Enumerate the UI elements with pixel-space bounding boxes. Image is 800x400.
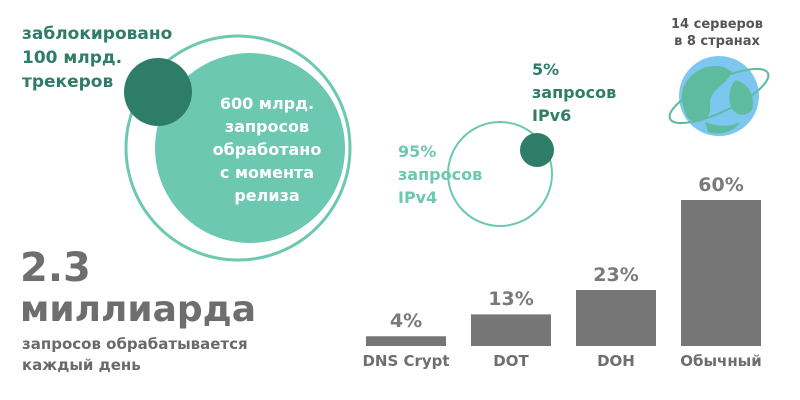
ipv6-dot (520, 133, 554, 167)
bar-4 (681, 200, 761, 346)
bar-category-label: Обычный (680, 352, 762, 370)
daily-requests-caption: запросов обрабатывается каждый день (22, 335, 248, 374)
bar-category-label: DOT (493, 352, 529, 370)
ipv4-label: 95% запросов IPv4 (398, 142, 483, 207)
bar-3 (576, 290, 656, 346)
bar-value-label: 4% (389, 310, 423, 333)
ipv4-ring (447, 121, 553, 227)
bar-1 (366, 336, 446, 346)
bar-value-label: 23% (593, 264, 639, 287)
big-circle-outline (124, 34, 352, 262)
blocked-trackers-label: заблокировано 100 млрд. трекеров (22, 24, 173, 92)
blocked-circle (124, 58, 192, 126)
bar-category-label: DOH (597, 352, 635, 370)
daily-requests-number: 2.3 (20, 245, 91, 291)
ipv6-label: 5% запросов IPv6 (532, 60, 617, 125)
servers-label: 14 серверов в 8 странах (671, 17, 763, 49)
bar-chart (366, 200, 761, 346)
bar-value-label: 60% (698, 174, 744, 196)
globe-icon (668, 56, 770, 136)
bar-category-label: DNS Crypt (362, 352, 450, 370)
bar-value-label: 13% (488, 288, 534, 311)
bar-2 (471, 314, 551, 346)
daily-requests-unit: миллиарда (20, 289, 257, 330)
processed-requests-label: 600 млрд. запросов обработано с момента … (212, 94, 322, 205)
big-circle (155, 53, 345, 243)
